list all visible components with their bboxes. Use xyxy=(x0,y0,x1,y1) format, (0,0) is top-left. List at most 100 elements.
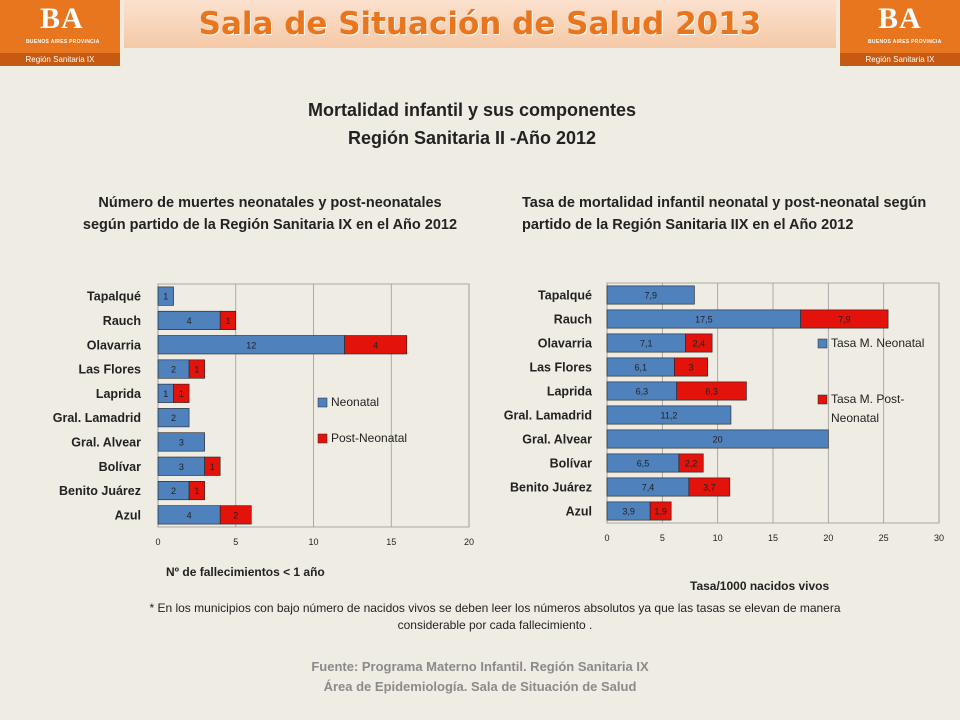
left-bar-neonatal xyxy=(157,286,174,306)
right-data-label: 2,2 xyxy=(685,459,698,469)
right-category-label: Azul xyxy=(566,505,592,519)
right-chart-title: Tasa de mortalidad infantil neonatal y p… xyxy=(522,192,952,236)
right-bar-post-neonatal xyxy=(676,381,747,401)
page-title-line1: Mortalidad infantil y sus componentes xyxy=(307,100,637,120)
right-x-tick-label: 15 xyxy=(768,533,778,543)
left-data-label: 4 xyxy=(187,510,192,520)
right-category-label: Gral. Alvear xyxy=(522,433,592,447)
right-data-label: 3,7 xyxy=(703,483,716,493)
right-data-label: 2,4 xyxy=(693,339,706,349)
right-x-tick-label: 10 xyxy=(713,533,723,543)
left-data-label: 1 xyxy=(163,389,168,399)
right-data-label: 6,3 xyxy=(705,387,718,397)
left-data-label: 3 xyxy=(179,462,184,472)
right-data-label: 7,9 xyxy=(644,291,657,301)
left-category-label: Las Flores xyxy=(78,363,141,377)
page-title-line2: Región Sanitaria II -Año 2012 xyxy=(347,128,597,148)
right-category-label: Tapalqué xyxy=(538,289,592,303)
right-category-label: Rauch xyxy=(554,313,592,327)
left-data-label: 2 xyxy=(171,365,176,375)
right-x-tick-label: 25 xyxy=(879,533,889,543)
right-legend-label: Tasa M. Post- xyxy=(831,392,904,406)
right-category-label: Olavarria xyxy=(538,337,593,351)
logo-province-text: BUENOS AIRES PROVINCIA xyxy=(26,39,100,45)
left-chart-title-line2: según partido de la Región Sanitaria IX … xyxy=(82,217,458,233)
right-x-tick-label: 0 xyxy=(604,533,609,543)
right-data-label: 7,4 xyxy=(642,483,655,493)
source-line1: Fuente: Programa Materno Infantil. Regió… xyxy=(311,659,649,674)
right-x-tick-label: 30 xyxy=(934,533,944,543)
left-chart-x-axis-title: Nº de fallecimientos < 1 año xyxy=(166,565,325,579)
left-data-label: 1 xyxy=(225,316,230,326)
right-chart-x-axis-title: Tasa/1000 nacidos vivos xyxy=(690,579,830,593)
right-bar-post-neonatal xyxy=(685,333,713,353)
left-data-label: 2 xyxy=(171,413,176,423)
right-bar-post-neonatal xyxy=(678,453,704,473)
right-x-tick-label: 20 xyxy=(823,533,833,543)
logo-ba-text: BA xyxy=(878,2,922,35)
logo-region-text: Región Sanitaria IX xyxy=(840,53,960,66)
right-category-label: Las Flores xyxy=(529,361,592,375)
left-category-label: Olavarria xyxy=(87,338,142,352)
right-bar-neonatal xyxy=(606,405,732,425)
left-data-label: 3 xyxy=(179,437,184,447)
right-data-label: 11,2 xyxy=(661,411,678,421)
left-data-label: 2 xyxy=(233,510,238,520)
left-legend-swatch xyxy=(317,397,328,408)
left-x-tick-label: 10 xyxy=(308,537,318,547)
left-bar-post-neonatal xyxy=(204,456,221,476)
right-data-label: 7,9 xyxy=(838,315,851,325)
right-legend-swatch xyxy=(817,394,828,405)
left-category-label: Azul xyxy=(115,508,141,522)
left-category-label: Tapalqué xyxy=(87,290,141,304)
right-bar-neonatal xyxy=(606,285,695,305)
left-x-tick-label: 15 xyxy=(386,537,396,547)
left-data-label: 4 xyxy=(187,316,192,326)
logo-right: BA BUENOS AIRES PROVINCIA Región Sanitar… xyxy=(840,0,960,66)
footnote-line1: * En los municipios con bajo número de n… xyxy=(149,601,841,615)
left-x-tick-label: 5 xyxy=(233,537,238,547)
source-footer: Fuente: Programa Materno Infantil. Regió… xyxy=(0,657,960,697)
right-data-label: 6,3 xyxy=(636,387,649,397)
page-title: Mortalidad infantil y sus componentes Re… xyxy=(0,96,944,152)
right-category-label: Gral. Lamadrid xyxy=(504,409,592,423)
left-category-label: Gral. Alvear xyxy=(71,435,141,449)
logo-region-text: Región Sanitaria IX xyxy=(0,53,120,66)
right-bar-post-neonatal xyxy=(649,501,672,521)
right-legend-swatch xyxy=(817,338,828,349)
logo-ba-text: BA xyxy=(40,2,84,35)
left-data-label: 1 xyxy=(210,462,215,472)
right-bar-post-neonatal xyxy=(800,309,889,329)
right-legend-label: Tasa M. Neonatal xyxy=(831,336,924,350)
left-bar-post-neonatal xyxy=(219,310,237,330)
left-data-label: 1 xyxy=(194,365,199,375)
left-bar-post-neonatal xyxy=(344,335,408,355)
right-data-label: 1,9 xyxy=(654,507,667,517)
banner-title: Sala de Situación de Salud 2013 xyxy=(124,0,836,48)
right-category-label: Bolívar xyxy=(550,457,593,471)
left-data-label: 1 xyxy=(194,486,199,496)
left-data-label: 2 xyxy=(171,486,176,496)
left-bar-neonatal xyxy=(157,408,190,428)
left-category-label: Gral. Lamadrid xyxy=(53,411,141,425)
left-x-tick-label: 0 xyxy=(155,537,160,547)
left-bar-neonatal xyxy=(157,432,205,452)
right-bar-neonatal xyxy=(606,429,829,449)
left-x-tick-label: 20 xyxy=(464,537,474,547)
left-category-label: Rauch xyxy=(103,314,141,328)
left-bar-post-neonatal xyxy=(173,383,190,403)
right-data-label: 6,5 xyxy=(637,459,650,469)
left-data-label: 12 xyxy=(246,340,256,350)
right-chart-title-line2: partido de la Región Sanitaria IIX en el… xyxy=(522,217,854,233)
left-data-label: 4 xyxy=(373,340,378,350)
left-legend-label: Neonatal xyxy=(331,395,379,409)
right-data-label: 6,1 xyxy=(634,363,647,373)
right-data-label: 3 xyxy=(689,363,694,373)
left-data-label: 1 xyxy=(179,389,184,399)
left-data-label: 1 xyxy=(163,292,168,302)
left-chart-title: Número de muertes neonatales y post-neon… xyxy=(60,192,480,236)
left-chart-title-line1: Número de muertes neonatales y post-neon… xyxy=(98,195,442,211)
right-data-label: 7,1 xyxy=(640,339,653,349)
left-category-label: Bolívar xyxy=(99,460,142,474)
